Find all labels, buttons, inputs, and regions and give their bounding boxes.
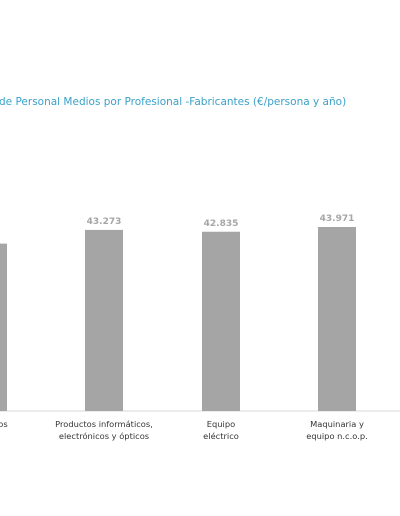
value-label-1: 43.273	[87, 217, 122, 227]
chart-title: de Personal Medios por Profesional -Fabr…	[0, 96, 346, 108]
bars-group	[0, 227, 356, 411]
bar-3	[318, 227, 356, 411]
bar-2	[202, 231, 240, 411]
value-label-2: 42.835	[204, 219, 239, 229]
category-label-3-line-0: Maquinaria y	[310, 419, 364, 429]
category-label-0-line-0: ios	[0, 419, 8, 429]
category-label-2-line-1: eléctrico	[203, 431, 239, 441]
bar-0	[0, 243, 7, 411]
value-label-3: 43.971	[320, 214, 355, 224]
category-label-3-line-1: equipo n.c.o.p.	[306, 431, 367, 441]
category-label-1-line-0: Productos informáticos,	[55, 419, 153, 429]
bar-1	[85, 229, 123, 411]
category-label-1-line-1: electrónicos y ópticos	[59, 431, 149, 441]
category-label-2-line-0: Equipo	[207, 419, 235, 429]
